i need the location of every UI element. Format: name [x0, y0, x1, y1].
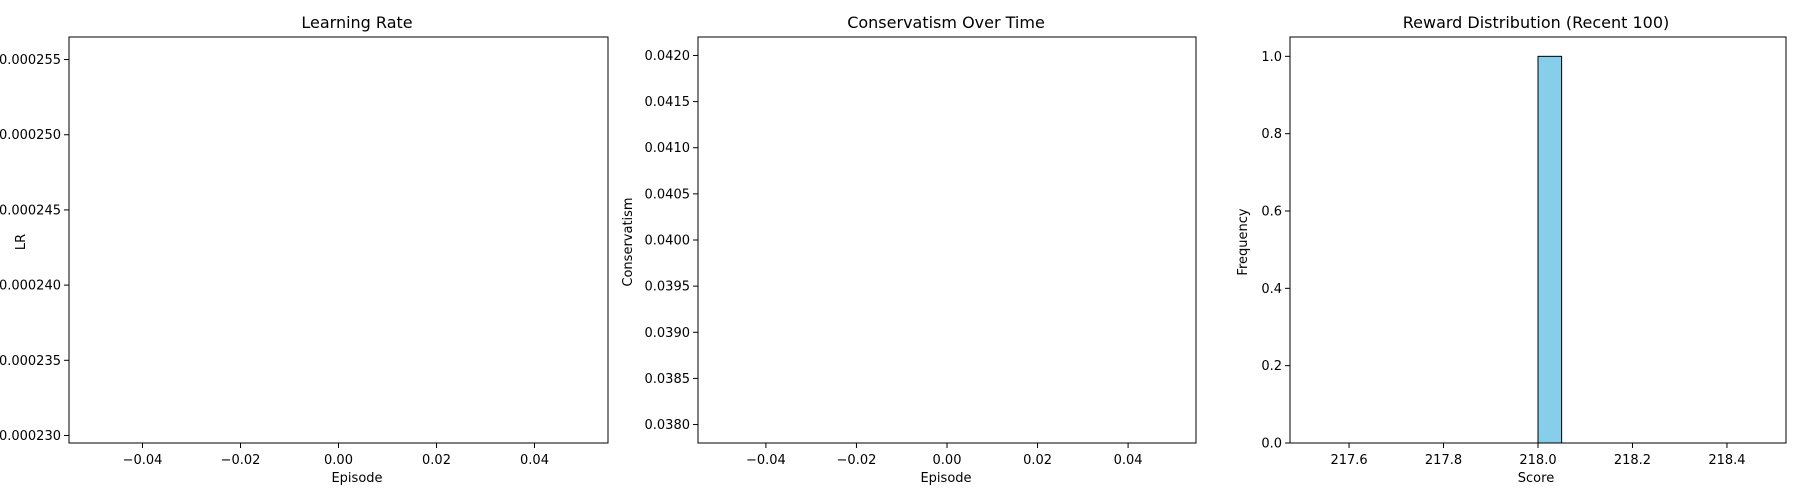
- conservatism-ytick-label: 0.0390: [645, 326, 691, 341]
- reward-chart-title: Reward Distribution (Recent 100): [1403, 13, 1670, 32]
- conservatism-xtick-label: 0.02: [1023, 453, 1052, 468]
- conservatism-xtick-label: −0.02: [837, 453, 877, 468]
- conservatism-xtick-label: 0.04: [1114, 453, 1143, 468]
- reward-chart-panel: Reward Distribution (Recent 100) Score F…: [1236, 13, 1787, 486]
- lr-ytick-label: 0.000250: [0, 128, 61, 143]
- conservatism-ytick-label: 0.0385: [645, 372, 691, 387]
- lr-chart-panel: Learning Rate Episode LR −0.04 −0.02 0.00 0…: [0, 13, 609, 486]
- lr-ytick-label: 0.000230: [0, 429, 61, 444]
- lr-xtick-label: 0.02: [422, 453, 451, 468]
- reward-xtick-label: 218.2: [1614, 453, 1651, 468]
- reward-ytick-label: 0.6: [1261, 205, 1282, 220]
- reward-xtick-label: 218.0: [1519, 453, 1556, 468]
- lr-ytick-label: 0.000245: [0, 203, 61, 218]
- conservatism-xtick-label: −0.04: [746, 453, 786, 468]
- reward-chart-plot-area: 217.6 217.8 218.0 218.2 218.4 0.0 0.2 0.4 0.6 0.8…: [1261, 36, 1787, 468]
- lr-chart-plot-area: −0.04 −0.02 0.00 0.02 0.04 0.000230 0.000235 0.…: [0, 36, 609, 468]
- conservatism-axes-frame: [697, 36, 1197, 444]
- reward-xtick-label: 217.8: [1425, 453, 1462, 468]
- reward-ytick-label: 1.0: [1261, 50, 1282, 65]
- reward-hist-bar-1: [1537, 55, 1563, 444]
- lr-xtick-label: 0.00: [324, 453, 353, 468]
- lr-axes-frame: [68, 36, 609, 444]
- lr-xtick-label: −0.02: [221, 453, 261, 468]
- lr-ytick-label: 0.000255: [0, 53, 61, 68]
- conservatism-chart-title: Conservatism Over Time: [847, 13, 1045, 32]
- reward-ytick-label: 0.2: [1261, 359, 1282, 374]
- conservatism-chart-plot-area: −0.04 −0.02 0.00 0.02 0.04 0.0380 0.0385 0.0390…: [645, 36, 1197, 468]
- conservatism-ytick-label: 0.0400: [645, 234, 691, 249]
- reward-xtick-label: 218.4: [1708, 453, 1745, 468]
- reward-xtick-label: 217.6: [1330, 453, 1367, 468]
- conservatism-chart-xlabel: Episode: [920, 471, 971, 486]
- conservatism-ytick-label: 0.0405: [645, 187, 691, 202]
- lr-chart-title: Learning Rate: [301, 13, 412, 32]
- conservatism-ytick-label: 0.0420: [645, 49, 691, 64]
- lr-chart-xlabel: Episode: [331, 471, 382, 486]
- conservatism-ytick-label: 0.0380: [645, 418, 691, 433]
- lr-ytick-label: 0.000235: [0, 354, 61, 369]
- lr-xtick-label: −0.04: [123, 453, 163, 468]
- conservatism-ytick-label: 0.0415: [645, 95, 691, 110]
- reward-chart-ylabel: Frequency: [1236, 208, 1251, 275]
- lr-ytick-label: 0.000240: [0, 279, 61, 294]
- conservatism-xtick-label: 0.00: [933, 453, 962, 468]
- conservatism-chart-ylabel: Conservatism: [621, 197, 636, 286]
- reward-ytick-label: 0.8: [1261, 127, 1282, 142]
- conservatism-chart-panel: Conservatism Over Time Episode Conservat…: [621, 13, 1197, 486]
- reward-ytick-label: 0.4: [1261, 282, 1282, 297]
- conservatism-ytick-label: 0.0395: [645, 280, 691, 295]
- lr-chart-ylabel: LR: [14, 234, 29, 250]
- reward-chart-xlabel: Score: [1518, 471, 1554, 486]
- lr-xtick-label: 0.04: [520, 453, 549, 468]
- conservatism-ytick-label: 0.0410: [645, 141, 691, 156]
- reward-ytick-label: 0.0: [1261, 437, 1282, 452]
